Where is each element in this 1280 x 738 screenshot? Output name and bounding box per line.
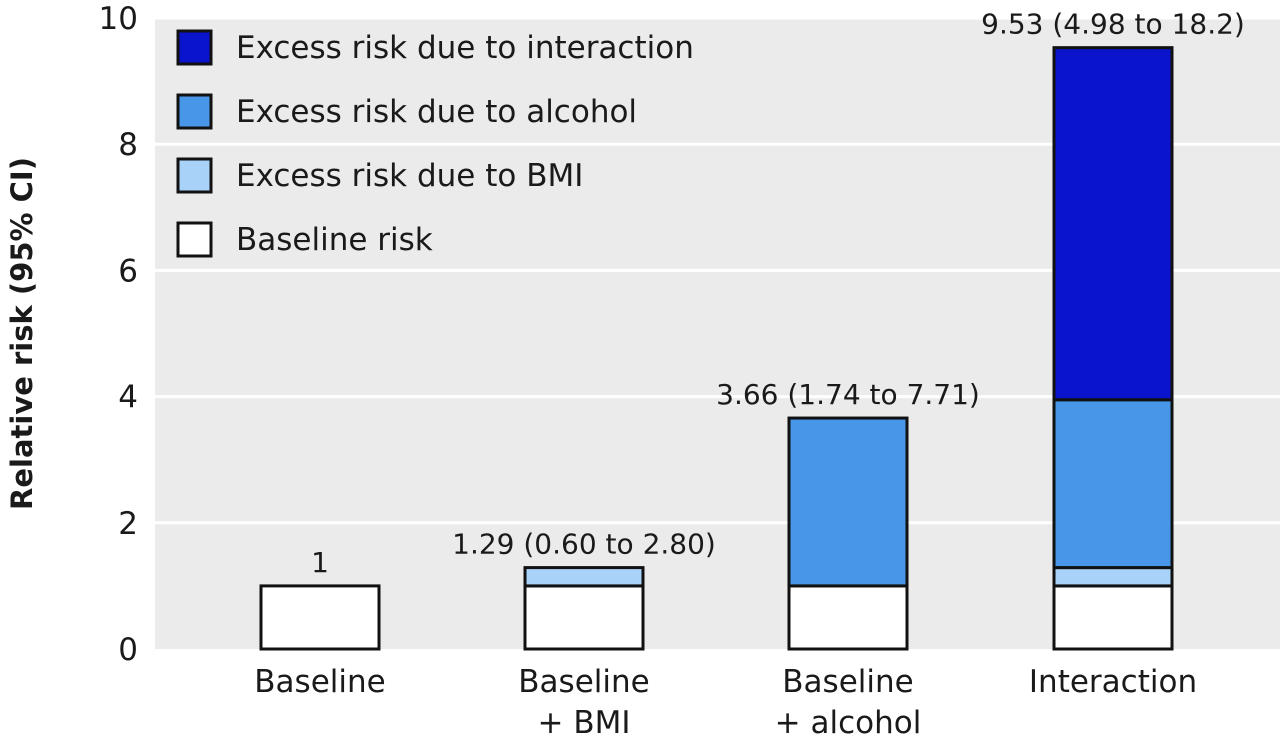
category-label-line2: + alcohol bbox=[775, 705, 922, 738]
data-label: 1 bbox=[311, 546, 329, 579]
data-label: 3.66 (1.74 to 7.71) bbox=[716, 378, 980, 411]
y-tick-label: 6 bbox=[118, 253, 138, 289]
bar-segment bbox=[259, 584, 381, 651]
bars bbox=[259, 46, 1174, 651]
category-label: Baseline bbox=[518, 664, 649, 700]
legend-swatch bbox=[176, 93, 213, 130]
data-labels: 1 1.29 (0.60 to 2.80) 3.66 (1.74 to 7.71) 9… bbox=[311, 8, 1245, 579]
category-label: Baseline bbox=[254, 664, 385, 700]
category-label: Interaction bbox=[1029, 664, 1197, 700]
bar-segment bbox=[523, 584, 645, 651]
data-label: 1.29 (0.60 to 2.80) bbox=[452, 528, 716, 561]
legend: Excess risk due to interaction Excess ris… bbox=[176, 29, 694, 258]
legend-label: Excess risk due to alcohol bbox=[236, 94, 637, 130]
bar-segment bbox=[523, 566, 645, 588]
y-tick-label: 10 bbox=[99, 1, 138, 37]
legend-swatch bbox=[176, 157, 213, 194]
bar-segment bbox=[1052, 398, 1174, 570]
category-label: Baseline bbox=[782, 664, 913, 700]
bar-segment bbox=[787, 416, 909, 588]
legend-swatch bbox=[176, 221, 213, 258]
bar-segment bbox=[1052, 584, 1174, 651]
category-label-line2: + BMI bbox=[538, 705, 631, 738]
bar-segment bbox=[1052, 46, 1174, 402]
y-tick-label: 8 bbox=[118, 127, 138, 163]
bar-segment bbox=[1052, 566, 1174, 588]
bar-segment bbox=[787, 584, 909, 651]
legend-label: Baseline risk bbox=[236, 222, 433, 258]
legend-label: Excess risk due to BMI bbox=[236, 158, 583, 194]
y-tick-label: 0 bbox=[118, 632, 138, 668]
legend-swatch bbox=[176, 29, 213, 66]
y-tick-label: 2 bbox=[118, 506, 138, 542]
data-label: 9.53 (4.98 to 18.2) bbox=[981, 8, 1245, 41]
y-axis-ticks: 0 2 4 6 8 10 bbox=[99, 1, 138, 668]
legend-label: Excess risk due to interaction bbox=[236, 30, 694, 66]
y-axis-label: Relative risk (95% CI) bbox=[5, 157, 39, 510]
y-tick-label: 4 bbox=[118, 380, 138, 416]
category-labels: Baseline Baseline + BMI Baseline + alcohol In… bbox=[254, 664, 1197, 738]
